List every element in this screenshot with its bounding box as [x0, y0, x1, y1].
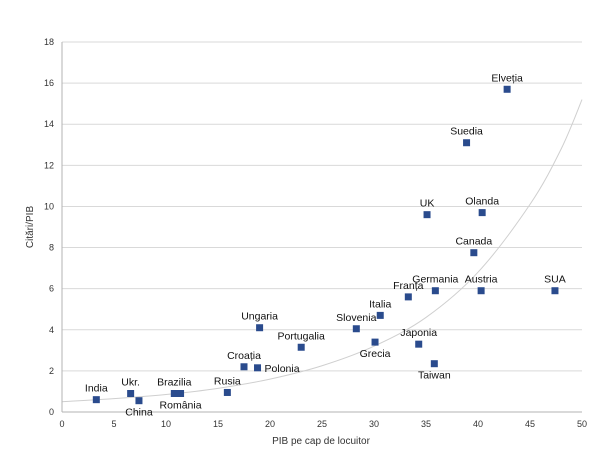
- data-point: [297, 343, 305, 351]
- point-label: Brazilia: [157, 377, 192, 389]
- x-tick-label: 15: [213, 419, 223, 429]
- point-labels: India Ukr. China Brazilia România Rusia Croați…: [85, 72, 566, 418]
- point-label: Italia: [369, 298, 391, 310]
- x-axis-title: PIB pe cap de locuitor: [272, 436, 371, 447]
- y-tick-label: 8: [49, 243, 54, 253]
- point-label: Japonia: [400, 327, 437, 339]
- data-point: [170, 390, 178, 397]
- data-point: [177, 390, 185, 397]
- data-point: [135, 397, 143, 405]
- data-point: [223, 388, 231, 396]
- data-point: [92, 396, 100, 404]
- data-point: [371, 338, 379, 346]
- axes: [61, 42, 582, 413]
- x-tick-labels: 0 5 10 15 20 25 30 35 40 45 50: [59, 419, 587, 429]
- data-point: [376, 311, 384, 319]
- point-label: Canada: [455, 236, 492, 248]
- point-label: Rusia: [214, 375, 241, 387]
- point-label: India: [85, 383, 108, 395]
- point-label: Ukr.: [121, 377, 140, 389]
- point-label: Grecia: [360, 348, 391, 360]
- y-tick-label: 0: [49, 407, 54, 417]
- data-point: [431, 287, 439, 295]
- x-tick-label: 5: [111, 419, 116, 429]
- data-point: [127, 390, 135, 397]
- point-label: China: [125, 407, 153, 419]
- data-point: [404, 293, 412, 301]
- point-label: Elveția: [491, 72, 523, 84]
- data-point: [352, 325, 360, 333]
- y-tick-label: 14: [44, 119, 54, 129]
- y-tick-labels: 0 2 4 6 8 10 12 14 16 18: [44, 37, 54, 417]
- x-tick-label: 0: [59, 419, 64, 429]
- trendline-group: [61, 99, 583, 403]
- x-tick-label: 40: [473, 419, 483, 429]
- point-label: SUA: [544, 274, 566, 286]
- x-tick-label: 45: [525, 419, 535, 429]
- data-point: [256, 324, 264, 332]
- x-tick-label: 25: [317, 419, 327, 429]
- data-point: [463, 139, 471, 147]
- point-label: România: [160, 400, 202, 412]
- point-label: Polonia: [265, 363, 300, 375]
- data-point: [415, 340, 423, 348]
- data-point: [477, 287, 485, 295]
- point-label: Franța: [393, 280, 424, 292]
- x-tick-label: 50: [577, 419, 587, 429]
- point-label: Slovenia: [336, 312, 376, 324]
- data-point: [551, 287, 559, 295]
- point-label: Portugalia: [278, 330, 325, 342]
- gridlines: [62, 41, 582, 413]
- point-label: Ungaria: [241, 311, 278, 323]
- trendline: [61, 99, 583, 403]
- y-tick-label: 16: [44, 78, 54, 88]
- data-point: [430, 360, 438, 368]
- data-point: [423, 211, 431, 219]
- y-tick-label: 18: [44, 37, 54, 47]
- y-tick-label: 2: [49, 366, 54, 376]
- y-tick-label: 10: [44, 201, 54, 211]
- data-point: [470, 249, 478, 257]
- x-tick-label: 35: [421, 419, 431, 429]
- y-tick-label: 12: [44, 160, 54, 170]
- point-label: Suedia: [450, 126, 483, 138]
- x-tick-label: 30: [369, 419, 379, 429]
- point-label: Taiwan: [418, 370, 451, 382]
- y-tick-label: 4: [49, 325, 54, 335]
- y-axis-title: Citări/PIB: [25, 206, 36, 249]
- y-tick-label: 6: [49, 284, 54, 294]
- point-label: Austria: [465, 274, 498, 286]
- point-label: Croația: [227, 350, 261, 362]
- data-point: [503, 85, 511, 93]
- data-points: [92, 85, 559, 405]
- x-tick-label: 10: [161, 419, 171, 429]
- x-tick-label: 20: [265, 419, 275, 429]
- data-point: [478, 209, 486, 217]
- point-label: UK: [420, 198, 435, 210]
- point-label: Germania: [412, 274, 458, 286]
- point-label: Olanda: [465, 196, 499, 208]
- data-point: [240, 363, 248, 371]
- data-point: [254, 364, 262, 372]
